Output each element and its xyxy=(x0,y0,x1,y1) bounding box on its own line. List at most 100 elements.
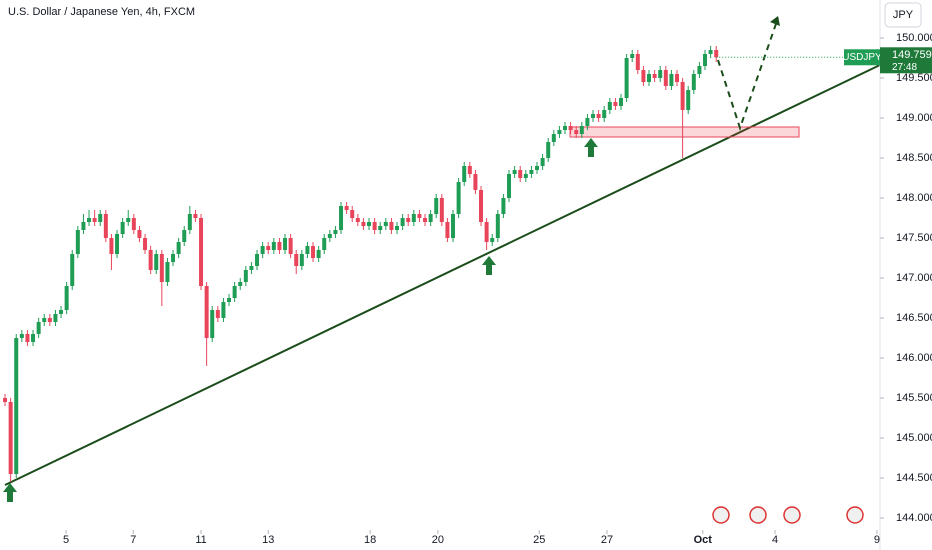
symbol-tag-label: USDJPY xyxy=(842,52,882,63)
candle-body xyxy=(479,190,484,222)
candle-body xyxy=(675,74,680,82)
candle-body xyxy=(501,198,506,214)
candle-body xyxy=(255,254,260,266)
candle-body xyxy=(540,158,545,166)
candle-body xyxy=(87,218,92,222)
candle-body xyxy=(596,114,601,118)
candle-body xyxy=(647,74,652,82)
y-tick-label: 144.500 xyxy=(896,472,932,484)
candle-body xyxy=(423,218,428,222)
candle-body xyxy=(607,102,612,110)
candle-body xyxy=(714,50,719,58)
candle-body xyxy=(389,222,394,230)
x-tick-label: 7 xyxy=(130,534,136,546)
candle-body xyxy=(19,334,24,338)
candle-body xyxy=(120,222,125,234)
candle-body xyxy=(187,214,192,230)
candle-body xyxy=(98,214,103,222)
projection-arrowhead xyxy=(770,16,780,26)
candle-body xyxy=(451,214,456,238)
candle-body xyxy=(148,250,153,270)
y-tick-label: 145.000 xyxy=(896,432,932,444)
candle-body xyxy=(691,74,696,90)
y-tick-label: 146.000 xyxy=(896,352,932,364)
chart-title: U.S. Dollar / Japanese Yen, 4h, FXCM xyxy=(8,6,195,18)
candle-body xyxy=(47,318,52,322)
candle-body xyxy=(579,126,584,134)
candle-body xyxy=(305,246,310,254)
candle-body xyxy=(204,286,209,338)
candle-body xyxy=(551,134,556,142)
candle-body xyxy=(495,214,500,238)
candle-body xyxy=(652,74,657,78)
candle-body xyxy=(339,206,344,230)
projection-path xyxy=(717,17,779,132)
candle-body xyxy=(227,298,232,302)
x-tick-label: 11 xyxy=(195,534,206,546)
candle-body xyxy=(372,222,377,230)
candle-body xyxy=(703,54,708,66)
candle-body xyxy=(283,238,288,250)
candle-body xyxy=(680,82,685,110)
candle-body xyxy=(92,218,97,222)
candle-body xyxy=(243,270,248,282)
candle-body xyxy=(14,338,19,474)
candle-body xyxy=(165,262,170,282)
candle-body xyxy=(395,226,400,230)
candle-body xyxy=(294,254,299,266)
currency-button[interactable] xyxy=(884,2,922,28)
x-tick-label: 5 xyxy=(63,534,69,546)
candle-body xyxy=(428,214,433,222)
candle-body xyxy=(238,282,243,286)
candle-body xyxy=(367,222,372,226)
candle-body xyxy=(467,166,472,174)
candle-body xyxy=(568,126,573,130)
candle-body xyxy=(193,214,198,218)
x-tick-label: 25 xyxy=(533,534,545,546)
candle-body xyxy=(462,166,467,182)
support-zone xyxy=(569,126,800,138)
candle-body xyxy=(663,70,668,86)
candle-body xyxy=(299,254,304,266)
candle-body xyxy=(36,322,41,334)
countdown-label: 27:48 xyxy=(892,62,917,73)
candle-body xyxy=(708,50,713,54)
currency-button-label[interactable]: JPY xyxy=(893,9,914,21)
candle-body xyxy=(490,238,495,242)
x-tick-label: 27 xyxy=(601,534,613,546)
candle-body xyxy=(619,98,624,106)
candle-body xyxy=(176,242,181,254)
candle-body xyxy=(59,310,64,314)
candle-body xyxy=(271,242,276,250)
candle-body xyxy=(529,170,534,174)
candle-body xyxy=(137,230,142,238)
x-tick-label: 18 xyxy=(364,534,376,546)
up-arrows xyxy=(3,138,598,502)
candle-body xyxy=(406,218,411,222)
candle-body xyxy=(355,218,360,222)
candle-body xyxy=(378,226,383,230)
y-tick-label: 144.000 xyxy=(896,512,932,524)
candle-body xyxy=(456,182,461,214)
candle-body xyxy=(546,142,551,158)
candle-body xyxy=(159,254,164,282)
candle-body xyxy=(697,66,702,74)
candle-body xyxy=(658,70,663,78)
candle-body xyxy=(266,246,271,250)
candle-body xyxy=(288,238,293,254)
candle-body xyxy=(400,218,405,226)
y-tick-label: 150.000 xyxy=(896,32,932,44)
candle-body xyxy=(484,222,489,242)
candle-body xyxy=(126,218,131,222)
candle-body xyxy=(31,334,36,342)
y-tick-label: 146.500 xyxy=(896,312,932,324)
candle-body xyxy=(199,218,204,286)
candle-body xyxy=(81,222,86,230)
event-icons xyxy=(712,506,864,524)
candle-body xyxy=(154,254,159,270)
candle-body xyxy=(523,174,528,178)
candle-body xyxy=(434,198,439,214)
candle-body xyxy=(411,214,416,222)
candle-body xyxy=(641,70,646,82)
x-tick-label: 13 xyxy=(262,534,274,546)
